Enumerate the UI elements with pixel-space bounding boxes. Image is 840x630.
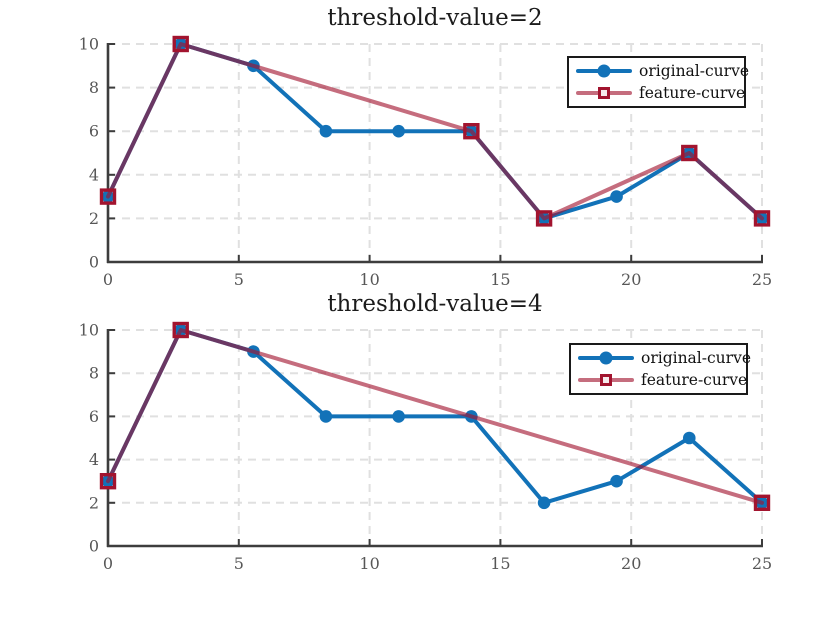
svg-text:4: 4 [89, 450, 99, 469]
svg-text:15: 15 [490, 554, 510, 573]
square-marker-icon [598, 87, 610, 99]
svg-text:5: 5 [234, 270, 244, 289]
original-curve-sample [578, 350, 634, 366]
svg-text:4: 4 [89, 165, 99, 184]
feature-curve-sample [576, 85, 632, 101]
legend-label-feature-curve: feature-curve [639, 84, 746, 102]
svg-text:0: 0 [103, 270, 113, 289]
square-marker-icon [600, 374, 612, 386]
legend-item-original-curve: original-curve [576, 60, 749, 82]
chart-title-threshold-4: threshold-value=4 [327, 291, 543, 317]
svg-text:5: 5 [234, 554, 244, 573]
legend-label-original-curve: original-curve [639, 62, 749, 80]
svg-text:25: 25 [752, 554, 772, 573]
svg-text:10: 10 [79, 35, 99, 54]
svg-text:10: 10 [79, 321, 99, 340]
svg-text:2: 2 [89, 493, 99, 512]
svg-text:8: 8 [89, 364, 99, 383]
legend-item-original-curve: original-curve [578, 347, 751, 369]
svg-text:6: 6 [89, 122, 99, 141]
svg-text:0: 0 [103, 554, 113, 573]
svg-text:2: 2 [89, 209, 99, 228]
svg-text:20: 20 [621, 554, 641, 573]
svg-text:15: 15 [490, 270, 510, 289]
svg-text:25: 25 [752, 270, 772, 289]
svg-text:10: 10 [359, 270, 379, 289]
svg-text:0: 0 [89, 537, 99, 556]
legend-top-chart: original-curve feature-curve [567, 56, 749, 108]
svg-text:0: 0 [89, 253, 99, 272]
original-curve-sample [576, 63, 632, 79]
circle-marker-icon [597, 64, 611, 78]
svg-text:20: 20 [621, 270, 641, 289]
svg-text:6: 6 [89, 407, 99, 426]
legend-bottom-chart: original-curve feature-curve [569, 343, 751, 395]
legend-label-feature-curve: feature-curve [641, 371, 748, 389]
svg-text:8: 8 [89, 78, 99, 97]
chart-title-threshold-2: threshold-value=2 [327, 5, 543, 31]
svg-text:10: 10 [359, 554, 379, 573]
feature-curve-sample [578, 372, 634, 388]
circle-marker-icon [599, 351, 613, 365]
legend-label-original-curve: original-curve [641, 349, 751, 367]
legend-item-feature-curve: feature-curve [578, 369, 747, 391]
legend-item-feature-curve: feature-curve [576, 82, 745, 104]
